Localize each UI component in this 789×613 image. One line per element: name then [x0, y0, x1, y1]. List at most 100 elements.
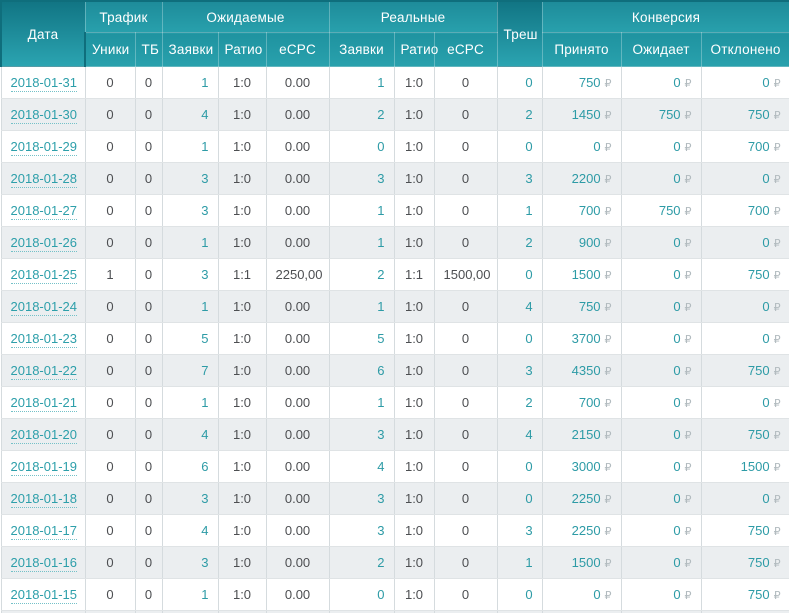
date-cell: 2018-01-19	[0, 450, 86, 483]
table-row: 2018-01-31 0 0 1 1:0 0.00 1 1:0 0 0 750 ₽0 ₽0 ₽	[0, 66, 789, 99]
real-ratio-cell: 1:1	[394, 258, 435, 291]
ruble-sign: ₽	[684, 462, 692, 474]
expected-ecpc-cell: 0.00	[266, 450, 330, 483]
date-link[interactable]: 2018-01-17	[10, 523, 77, 540]
money-value: 1500	[571, 555, 601, 570]
expected-apps-cell: 1	[162, 386, 219, 419]
waiting-cell: 0 ₽	[621, 578, 702, 611]
date-link[interactable]: 2018-01-21	[10, 395, 77, 412]
date-link[interactable]: 2018-01-22	[10, 363, 77, 380]
real-apps-cell: 1	[329, 386, 395, 419]
tb-cell: 0	[135, 482, 163, 515]
declined-cell: 700 ₽	[701, 130, 789, 163]
ruble-sign: ₽	[684, 302, 692, 314]
expected-ratio-cell: 1:0	[218, 514, 267, 547]
accepted-cell: 4350 ₽	[542, 354, 622, 387]
real-apps-cell: 1	[329, 66, 395, 99]
tb-cell: 0	[135, 130, 163, 163]
uniques-cell: 0	[85, 98, 136, 131]
money-value: 900	[578, 235, 601, 250]
ruble-sign: ₽	[773, 430, 781, 442]
real-ecpc-cell: 0	[434, 194, 498, 227]
real-ecpc-cell: 0	[434, 450, 498, 483]
ruble-sign: ₽	[684, 174, 692, 186]
expected-apps-cell: 4	[162, 418, 219, 451]
date-link[interactable]: 2018-01-31	[10, 75, 77, 92]
expected-ratio-cell: 1:0	[218, 98, 267, 131]
ruble-sign: ₽	[773, 558, 781, 570]
date-cell: 2018-01-28	[0, 162, 86, 195]
real-apps-cell: 1	[329, 290, 395, 323]
table-row: 2018-01-27 0 0 3 1:0 0.00 1 1:0 0 1 700 ₽750 ₽700 ₽	[0, 194, 789, 227]
real-apps-cell: 0	[329, 578, 395, 611]
expected-apps-cell: 5	[162, 322, 219, 355]
ruble-sign: ₽	[773, 494, 781, 506]
waiting-cell: 0 ₽	[621, 66, 702, 99]
waiting-cell: 0 ₽	[621, 322, 702, 355]
table-body: 2018-01-31 0 0 1 1:0 0.00 1 1:0 0 0 750 ₽0 ₽0 ₽2018-0…	[0, 66, 789, 613]
date-link[interactable]: 2018-01-16	[10, 555, 77, 572]
date-link[interactable]: 2018-01-15	[10, 587, 77, 604]
ruble-sign: ₽	[604, 270, 612, 282]
expected-ratio-cell: 1:0	[218, 226, 267, 259]
group-header-real: Реальные	[328, 0, 498, 33]
uniques-cell: 0	[85, 386, 136, 419]
expected-apps-cell: 1	[162, 66, 219, 99]
tb-cell: 0	[135, 418, 163, 451]
accepted-cell: 3700 ₽	[542, 322, 622, 355]
money-value: 750	[747, 427, 770, 442]
real-ecpc-cell: 0	[434, 162, 498, 195]
expected-ecpc-cell: 0.00	[266, 194, 330, 227]
money-value: 700	[747, 139, 770, 154]
accepted-cell: 0 ₽	[542, 578, 622, 611]
real-apps-cell: 2	[329, 258, 395, 291]
accepted-cell: 0 ₽	[542, 130, 622, 163]
uniques-cell: 0	[85, 322, 136, 355]
table-row: 2018-01-15 0 0 1 1:0 0.00 0 1:0 0 0 0 ₽0 ₽750 ₽	[0, 578, 789, 611]
tresh-cell: 3	[497, 514, 543, 547]
real-ecpc-cell	[434, 610, 498, 613]
date-link[interactable]: 2018-01-30	[10, 107, 77, 124]
real-ratio-cell: 1:0	[394, 322, 435, 355]
date-link[interactable]: 2018-01-20	[10, 427, 77, 444]
real-apps-cell: 5	[329, 322, 395, 355]
table-row: 2018-01-18 0 0 3 1:0 0.00 3 1:0 0 0 2250 ₽0 ₽0 ₽	[0, 482, 789, 515]
date-link[interactable]: 2018-01-26	[10, 235, 77, 252]
money-value: 750	[747, 107, 770, 122]
table-row: 2018-01-20 0 0 4 1:0 0.00 3 1:0 0 4 2150 ₽0 ₽750 ₽	[0, 418, 789, 451]
real-apps-cell	[329, 610, 395, 613]
ruble-sign: ₽	[684, 398, 692, 410]
tb-cell: 0	[135, 98, 163, 131]
date-link[interactable]: 2018-01-24	[10, 299, 77, 316]
column-header-tresh: Треш	[496, 0, 543, 67]
date-link[interactable]: 2018-01-28	[10, 171, 77, 188]
accepted-cell: 2250 ₽	[542, 514, 622, 547]
ruble-sign: ₽	[684, 526, 692, 538]
expected-ratio-cell: 1:0	[218, 450, 267, 483]
real-ratio-cell: 1:0	[394, 66, 435, 99]
money-value: 2250	[571, 523, 601, 538]
date-link[interactable]: 2018-01-27	[10, 203, 77, 220]
ruble-sign: ₽	[684, 494, 692, 506]
date-link[interactable]: 2018-01-18	[10, 491, 77, 508]
date-cell: 2018-01-23	[0, 322, 86, 355]
money-value: 0	[673, 395, 681, 410]
date-link[interactable]: 2018-01-19	[10, 459, 77, 476]
date-link[interactable]: 2018-01-29	[10, 139, 77, 156]
table-row: 2018-01-26 0 0 1 1:0 0.00 1 1:0 0 2 900 ₽0 ₽0 ₽	[0, 226, 789, 259]
tb-cell: 0	[135, 162, 163, 195]
money-value: 700	[578, 395, 601, 410]
waiting-cell: 0 ₽	[621, 514, 702, 547]
tresh-cell: 0	[497, 578, 543, 611]
ruble-sign: ₽	[684, 366, 692, 378]
real-ratio-cell: 1:0	[394, 450, 435, 483]
date-link[interactable]: 2018-01-23	[10, 331, 77, 348]
real-ecpc-cell: 0	[434, 418, 498, 451]
date-link[interactable]: 2018-01-25	[10, 267, 77, 284]
column-header-expected-ratio: Ратио	[217, 32, 267, 67]
tresh-cell: 3	[497, 162, 543, 195]
table-row: 2018-01-17 0 0 4 1:0 0.00 3 1:0 0 3 2250 ₽0 ₽750 ₽	[0, 514, 789, 547]
real-ratio-cell: 1:0	[394, 130, 435, 163]
column-header-real-ecpc: eCPC	[433, 32, 498, 67]
declined-cell: 0 ₽	[701, 226, 789, 259]
